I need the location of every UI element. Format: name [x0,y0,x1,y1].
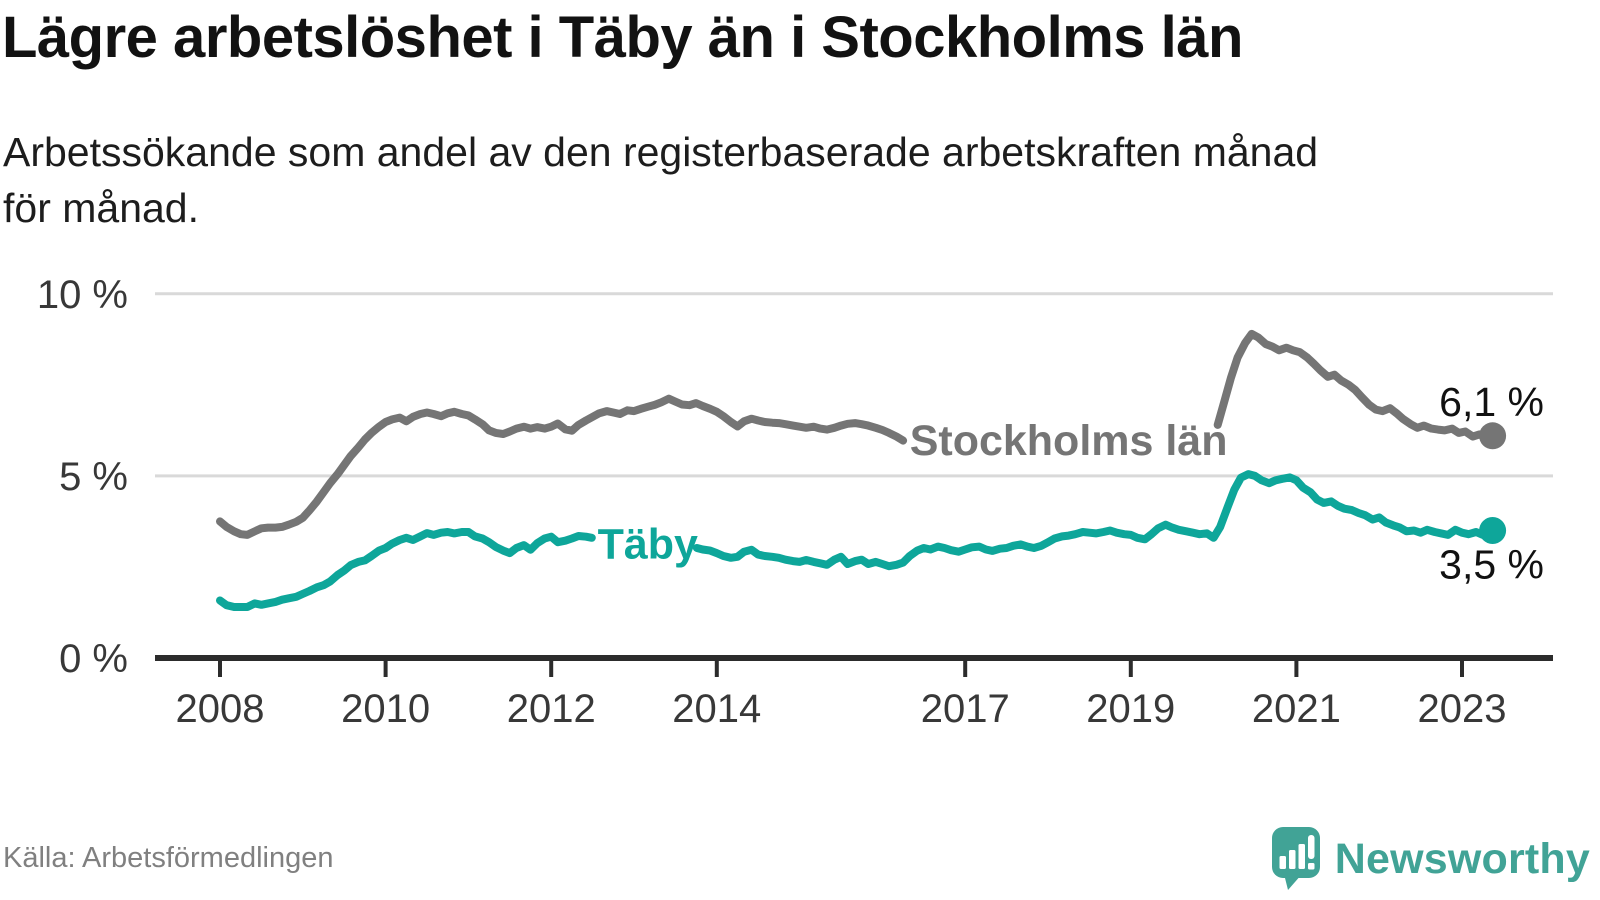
series-line [216,394,908,539]
x-tick-label: 2023 [1418,687,1507,731]
page-title: Lägre arbetslöshet i Täby än i Stockholm… [2,5,1243,70]
y-tick-label: 5 % [59,455,128,499]
series-line [216,528,596,611]
chart-subtitle-line-2: för månad. [3,185,199,231]
chart-subtitle-line-1: Arbetssökande som andel av den registerb… [3,129,1319,175]
newsworthy-logo-text: Newsworthy [1334,834,1590,883]
series-end-value-label: 6,1 % [1439,379,1544,425]
x-tick-label: 2014 [672,687,761,731]
x-tick-label: 2019 [1086,687,1175,731]
x-tick-label: 2012 [507,687,596,731]
x-tick-label: 2021 [1252,687,1341,731]
source-note: Källa: Arbetsförmedlingen [3,842,334,874]
newsworthy-logo: Newsworthy [1271,826,1590,892]
series-inline-label: Täby [598,521,698,569]
x-tick-label: 2008 [176,687,265,731]
series-line [1213,329,1497,442]
series-end-value-label: 3,5 % [1439,542,1544,588]
x-tick-label: 2010 [341,687,430,731]
newsworthy-logo-icon [1271,827,1320,890]
y-tick-label: 0 % [59,637,128,681]
y-tick-label: 10 % [37,273,128,317]
series-inline-label: Stockholms län [910,417,1228,465]
x-tick-label: 2017 [921,687,1010,731]
series-end-dot [1479,422,1507,450]
chart-subtitle: Arbetssökande som andel av den registerb… [3,124,1318,236]
series-line [692,470,1497,571]
series-end-dot [1479,517,1507,544]
